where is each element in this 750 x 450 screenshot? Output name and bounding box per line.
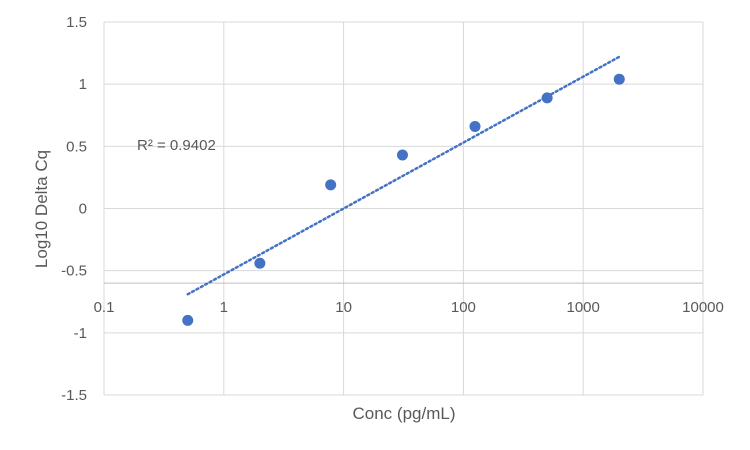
- data-point: [541, 92, 553, 104]
- x-axis-title: Conc (pg/mL): [353, 404, 456, 423]
- y-tick-labels: 1.5 1 0.5 0 -0.5 -1 -1.5: [61, 14, 87, 404]
- y-tick-label: 1.5: [66, 14, 87, 31]
- x-tick-label: 100: [451, 299, 476, 316]
- y-axis-title: Log10 Delta Cq: [32, 150, 51, 268]
- x-tick-label: 1: [220, 299, 228, 316]
- trendline-group: [186, 55, 621, 296]
- x-tick-label: 0.1: [94, 299, 115, 316]
- data-point: [613, 73, 625, 85]
- y-tick-label: 1: [79, 76, 87, 93]
- y-tick-label: -0.5: [61, 263, 87, 280]
- data-point: [325, 179, 337, 191]
- y-tick-label: 0.5: [66, 138, 87, 155]
- trendline: [186, 55, 621, 296]
- r-squared-annotation: R² = 0.9402: [137, 137, 216, 154]
- x-tick-label: 1000: [567, 299, 600, 316]
- grid: [103, 21, 704, 396]
- y-tick-label: -1: [74, 325, 87, 342]
- y-tick-label: -1.5: [61, 387, 87, 404]
- y-tick-label: 0: [79, 201, 87, 218]
- x-tick-labels: 0.1 1 10 100 1000 10000: [94, 299, 724, 316]
- data-point: [396, 149, 408, 161]
- x-tick-label: 10000: [682, 299, 724, 316]
- data-points: [182, 73, 625, 326]
- data-point: [469, 120, 481, 132]
- x-tick-label: 10: [335, 299, 352, 316]
- data-point: [182, 314, 194, 326]
- data-point: [254, 257, 266, 269]
